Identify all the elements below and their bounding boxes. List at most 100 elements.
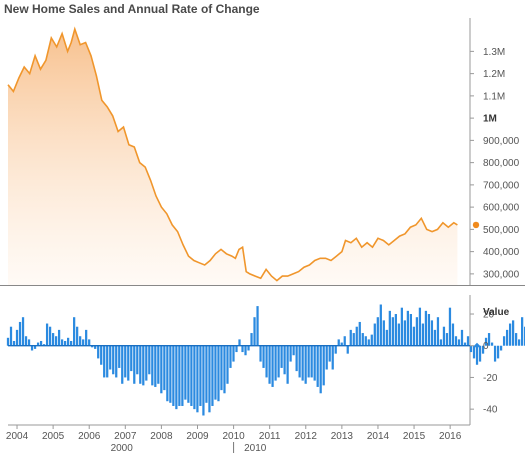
y-tick-label: 1.1M [483,91,505,102]
bar [253,317,256,346]
bar [421,323,425,346]
bar [21,317,25,346]
bar [382,320,385,346]
bar [295,345,298,372]
last-value-marker [474,342,480,349]
bar [70,340,73,346]
bar [42,344,46,346]
bar [48,326,52,346]
bar [82,339,85,346]
bar [154,345,157,387]
x-tick-label: 2007 [114,431,137,442]
y-tick-label: -40 [483,405,498,416]
bar [57,329,61,346]
bar [292,345,295,356]
bar [454,336,458,346]
x-tick-label: 2016 [439,431,462,442]
bar [54,336,58,346]
bar [499,345,503,351]
bar [328,345,331,362]
bar [490,342,494,346]
y-tick-label: 300,000 [483,269,520,280]
bar [175,345,178,410]
bar [118,345,121,368]
bar [364,336,367,346]
bar [27,339,31,346]
bar [502,336,506,346]
bar [316,345,319,387]
bar [415,317,419,346]
bar [208,345,211,413]
area-fill [8,29,458,285]
bar [286,345,289,384]
y-tick-label: 700,000 [483,180,520,191]
bar [109,345,112,370]
bar [187,345,190,403]
bar [409,314,413,346]
bar [445,333,449,346]
bar [247,345,250,351]
x-tick-label: 2004 [6,431,29,442]
bar [6,337,10,346]
bar [12,340,16,346]
bar [298,345,301,378]
bar [460,329,464,346]
bar [469,345,473,353]
bar [361,333,364,346]
bar [521,317,524,346]
bar [376,317,379,346]
area-line [7,26,458,282]
bar [226,345,229,384]
bar [85,329,88,346]
bar [15,329,19,346]
chart-title: New Home Sales and Annual Rate of Change [4,2,260,16]
bar [319,345,322,394]
x-tick-label: 2009 [186,431,209,442]
bar [451,323,455,346]
bar [436,317,440,346]
bar [127,345,130,381]
bar [388,310,391,346]
bar [190,345,193,406]
y-tick-label: 800,000 [483,158,520,169]
bar [307,345,310,378]
bar [130,345,133,372]
bar [433,329,437,346]
bar [322,345,325,386]
bar [427,314,431,346]
bar [265,345,268,378]
bar [145,345,148,381]
bar [337,339,340,346]
bar [124,345,127,378]
bar [232,345,235,362]
bar [229,345,232,368]
bar [475,345,479,365]
bar [51,333,55,346]
bar [355,326,358,346]
bar [76,326,79,346]
bar [181,345,184,406]
bar [301,345,304,381]
bar [274,345,277,381]
bar [487,333,491,346]
bar [349,329,352,346]
bar [169,345,172,403]
bar [112,345,115,375]
bar [289,345,292,362]
bar [511,320,515,346]
x-tick-label: 2011 [259,431,281,442]
bar [193,345,196,410]
bar [472,345,476,359]
bar [331,345,334,370]
bar [133,345,136,384]
bar [358,321,361,346]
y-tick-label: 1.2M [483,69,505,80]
x-tick-label: 2014 [367,431,390,442]
bar [403,320,406,346]
bar [424,310,428,346]
bar [166,345,169,402]
bar [370,334,373,346]
bar [346,345,349,354]
bar [340,342,343,346]
